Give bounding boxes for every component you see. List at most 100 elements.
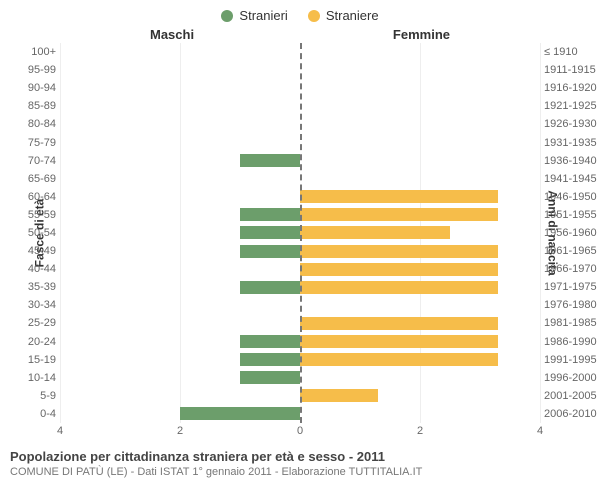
male-bar	[240, 335, 300, 348]
female-bar	[300, 335, 498, 348]
male-half	[60, 224, 300, 242]
center-line	[300, 43, 302, 423]
legend-swatch	[308, 10, 320, 22]
male-bar	[240, 208, 300, 221]
male-bar	[240, 281, 300, 294]
legend-swatch	[221, 10, 233, 22]
birth-year-label: 1916-1920	[544, 82, 597, 94]
female-half	[300, 43, 540, 61]
male-half	[60, 115, 300, 133]
legend-item: Stranieri	[221, 8, 287, 23]
axis-top-left-label: Maschi	[150, 27, 194, 42]
age-label: 100+	[31, 46, 56, 58]
age-label: 55-59	[28, 209, 56, 221]
male-half	[60, 387, 300, 405]
chart-title: Popolazione per cittadinanza straniera p…	[10, 449, 590, 464]
female-bar	[300, 226, 450, 239]
birth-year-label: 1991-1995	[544, 354, 597, 366]
male-half	[60, 79, 300, 97]
male-half	[60, 296, 300, 314]
birth-year-label: 2006-2010	[544, 408, 597, 420]
female-half	[300, 405, 540, 423]
grid-line	[540, 43, 541, 423]
female-half	[300, 79, 540, 97]
female-half	[300, 242, 540, 260]
chart-container: StranieriStraniere Maschi Femmine Fasce …	[0, 0, 600, 500]
birth-year-label: 1931-1935	[544, 137, 597, 149]
male-bar	[180, 407, 300, 420]
male-half	[60, 314, 300, 332]
birth-year-label: 1981-1985	[544, 317, 597, 329]
male-half	[60, 170, 300, 188]
birth-year-label: 1986-1990	[544, 336, 597, 348]
x-tick-label: 4	[57, 425, 63, 437]
female-half	[300, 260, 540, 278]
female-bar	[300, 263, 498, 276]
birth-year-label: 1961-1965	[544, 245, 597, 257]
female-half	[300, 152, 540, 170]
male-half	[60, 97, 300, 115]
male-half	[60, 405, 300, 423]
birth-year-label: 1936-1940	[544, 155, 597, 167]
age-label: 40-44	[28, 263, 56, 275]
male-half	[60, 260, 300, 278]
female-half	[300, 115, 540, 133]
birth-year-label: 1951-1955	[544, 209, 597, 221]
female-half	[300, 351, 540, 369]
birth-year-label: 1971-1975	[544, 281, 597, 293]
male-bar	[240, 371, 300, 384]
female-half	[300, 278, 540, 296]
female-half	[300, 61, 540, 79]
age-label: 95-99	[28, 64, 56, 76]
male-half	[60, 188, 300, 206]
plot-area: Fasce di età Anni di nascita 100+≤ 19109…	[60, 43, 540, 423]
legend-label: Straniere	[326, 8, 379, 23]
age-label: 15-19	[28, 354, 56, 366]
age-label: 5-9	[40, 390, 56, 402]
female-bar	[300, 389, 378, 402]
birth-year-label: ≤ 1910	[544, 46, 578, 58]
male-half	[60, 333, 300, 351]
male-bar	[240, 245, 300, 258]
age-label: 35-39	[28, 281, 56, 293]
male-half	[60, 351, 300, 369]
age-label: 25-29	[28, 317, 56, 329]
age-label: 75-79	[28, 137, 56, 149]
legend-item: Straniere	[308, 8, 379, 23]
female-half	[300, 296, 540, 314]
age-label: 70-74	[28, 155, 56, 167]
male-half	[60, 61, 300, 79]
female-half	[300, 314, 540, 332]
birth-year-label: 1941-1945	[544, 173, 597, 185]
birth-year-label: 1976-1980	[544, 299, 597, 311]
age-label: 10-14	[28, 372, 56, 384]
legend: Stranieri Straniere	[0, 0, 600, 27]
female-half	[300, 224, 540, 242]
x-tick-label: 0	[297, 425, 303, 437]
age-label: 65-69	[28, 173, 56, 185]
male-half	[60, 152, 300, 170]
male-half	[60, 206, 300, 224]
birth-year-label: 2001-2005	[544, 390, 597, 402]
female-bar	[300, 208, 498, 221]
male-half	[60, 242, 300, 260]
female-half	[300, 387, 540, 405]
female-bar	[300, 317, 498, 330]
male-bar	[240, 353, 300, 366]
female-half	[300, 133, 540, 151]
age-label: 60-64	[28, 191, 56, 203]
female-bar	[300, 353, 498, 366]
female-half	[300, 188, 540, 206]
female-half	[300, 170, 540, 188]
female-bar	[300, 245, 498, 258]
x-tick-label: 2	[177, 425, 183, 437]
male-bar	[240, 226, 300, 239]
age-label: 0-4	[40, 408, 56, 420]
x-tick-label: 4	[537, 425, 543, 437]
female-half	[300, 369, 540, 387]
female-bar	[300, 281, 498, 294]
male-bar	[240, 154, 300, 167]
birth-year-label: 1926-1930	[544, 118, 597, 130]
x-tick-label: 2	[417, 425, 423, 437]
age-label: 45-49	[28, 245, 56, 257]
